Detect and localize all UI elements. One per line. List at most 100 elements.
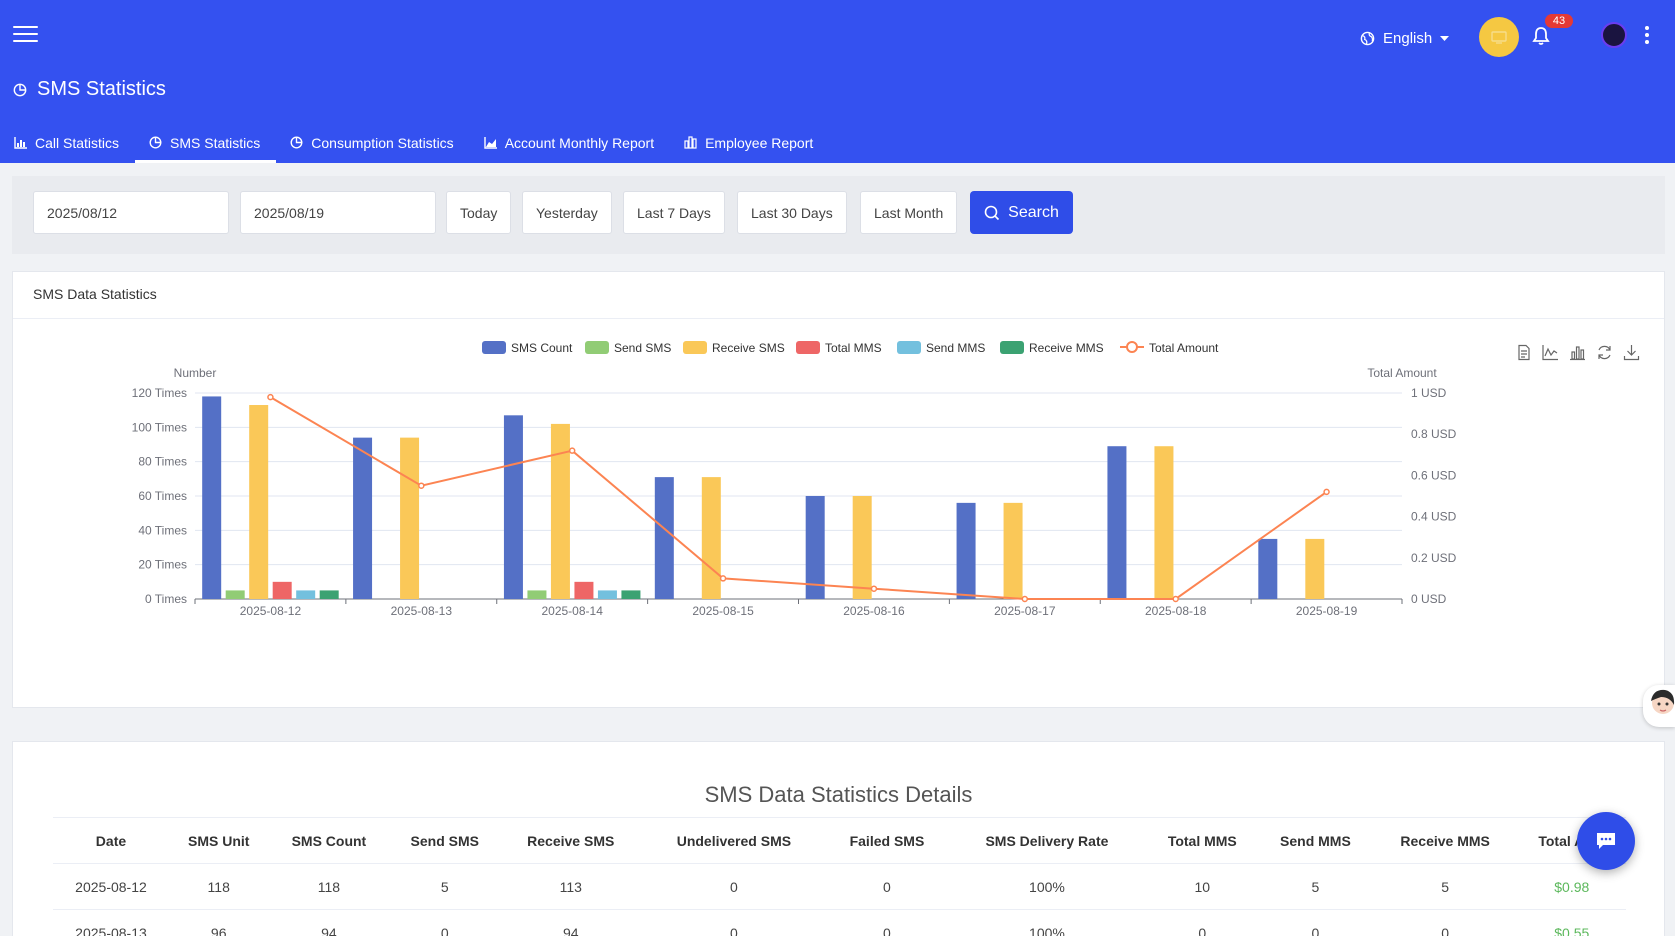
bar-send-sms [527, 590, 547, 599]
legend-swatch [897, 341, 921, 354]
y-axis-label: Number [174, 366, 217, 380]
account-avatar[interactable] [1601, 22, 1627, 48]
point-total-amount [418, 482, 425, 489]
refresh-icon[interactable] [1596, 344, 1613, 361]
bell-icon[interactable] [1532, 26, 1550, 46]
line-chart-icon[interactable] [1542, 344, 1559, 361]
chat-button[interactable] [1577, 812, 1635, 870]
column-chart-icon [684, 136, 697, 149]
bar-receive-sms [1003, 502, 1023, 599]
column-header: Failed SMS [826, 817, 948, 864]
y-tick-label: 80 Times [138, 455, 187, 469]
y2-tick-label: 1 USD [1411, 386, 1447, 400]
table-cell: 0 [826, 863, 948, 910]
point-total-amount [1172, 595, 1179, 603]
table-row: 2025-08-13 96 94 0 94 0 0 100% 0 0 0 $0.55 [53, 909, 1626, 936]
chat-bubble-icon [1597, 833, 1615, 849]
report-tabs: Call Statistics SMS Statistics Consumpti… [0, 122, 829, 163]
sms-chart-card: SMS Data Statistics 0 Times 20 Times 40 Ti… [12, 271, 1665, 708]
table-cell: 0 [1146, 909, 1259, 936]
tab-employee-report[interactable]: Employee Report [670, 122, 829, 163]
bar-receive-sms [701, 477, 721, 599]
bar-receive-sms [400, 437, 420, 599]
bar-sms-count [202, 396, 222, 599]
table-cell: 5 [1372, 863, 1518, 910]
x-tick-label: 2025-08-18 [1145, 604, 1207, 618]
table-header-row: Date SMS Unit SMS Count Send SMS Receive SMS… [53, 817, 1626, 864]
search-button[interactable]: Search [970, 191, 1073, 234]
bar-sms-count [805, 496, 825, 599]
point-total-amount [1323, 488, 1330, 496]
legend-label: Receive MMS [1029, 341, 1104, 355]
yesterday-button[interactable]: Yesterday [522, 191, 612, 234]
last-30-days-button[interactable]: Last 30 Days [737, 191, 847, 234]
page-title-area: SMS Statistics [13, 78, 166, 101]
y2-tick-label: 0.6 USD [1411, 468, 1457, 482]
screen-icon [1491, 30, 1507, 44]
legend-label: Receive SMS [712, 341, 785, 355]
table-cell: 0 [826, 909, 948, 936]
tab-label: Employee Report [705, 134, 814, 151]
x-tick-label: 2025-08-12 [240, 604, 302, 618]
more-options-icon[interactable] [1645, 26, 1649, 47]
today-button[interactable]: Today [446, 191, 512, 234]
language-selector[interactable]: English [1360, 30, 1450, 47]
column-header: Total MMS [1146, 817, 1259, 864]
y2-tick-label: 0.2 USD [1411, 551, 1457, 565]
legend-swatch [1126, 341, 1138, 353]
y-tick-label: 40 Times [138, 523, 187, 537]
download-icon[interactable] [1623, 344, 1640, 361]
data-view-icon[interactable] [1515, 344, 1532, 361]
tab-label: Consumption Statistics [311, 134, 454, 151]
column-header: Send MMS [1258, 817, 1373, 864]
search-label: Search [1008, 203, 1059, 221]
assistant-avatar[interactable] [1643, 685, 1675, 727]
table-row: 2025-08-12 118 118 5 113 0 0 100% 10 5 5 $0.98 [53, 863, 1626, 910]
start-date-input[interactable] [33, 191, 229, 234]
y2-tick-label: 0 USD [1411, 592, 1447, 606]
details-card: SMS Data Statistics Details Date SMS Unit… [12, 741, 1665, 936]
table-cell: 100% [947, 863, 1147, 910]
column-header: SMS Delivery Rate [947, 817, 1147, 864]
table-cell: 100% [947, 909, 1147, 936]
column-header: SMS Unit [168, 817, 269, 864]
end-date-input[interactable] [240, 191, 436, 234]
tab-account-monthly-report[interactable]: Account Monthly Report [470, 122, 670, 163]
user-avatar[interactable] [1479, 17, 1519, 57]
area-chart-icon [483, 136, 497, 149]
table-cell: 2025-08-13 [53, 909, 169, 936]
table-body: 2025-08-12 118 118 5 113 0 0 100% 10 5 5 $0.98 2025-… [53, 863, 1626, 936]
menu-icon[interactable] [13, 26, 38, 44]
table-cell: 96 [168, 909, 269, 936]
bar-sms-count [956, 502, 976, 599]
tab-consumption-statistics[interactable]: Consumption Statistics [276, 122, 469, 163]
table-cell: $0.98 [1517, 863, 1626, 910]
x-tick-label: 2025-08-13 [391, 604, 453, 618]
tab-sms-statistics[interactable]: SMS Statistics [135, 122, 277, 163]
tab-call-statistics[interactable]: Call Statistics [0, 122, 135, 163]
legend-swatch [1000, 341, 1024, 354]
language-label: English [1383, 30, 1433, 47]
bar-chart-icon[interactable] [1569, 344, 1586, 361]
bar-receive-mms [621, 590, 641, 599]
table-cell: 94 [500, 909, 642, 936]
bar-send-mms [597, 590, 617, 599]
point-total-amount [267, 393, 274, 401]
point-total-amount [1021, 595, 1029, 603]
point-total-amount [719, 575, 727, 582]
table-cell: 2025-08-12 [53, 863, 169, 910]
legend-label: Total MMS [825, 341, 882, 355]
bar-send-mms [296, 590, 316, 599]
x-tick-label: 2025-08-16 [843, 604, 905, 618]
top-header: SMS Statistics English 43 Call Statistic… [0, 0, 1675, 163]
last-7-days-button[interactable]: Last 7 Days [623, 191, 725, 234]
legend-swatch [482, 341, 506, 354]
pie-chart-icon [13, 83, 27, 96]
point-total-amount [870, 585, 878, 592]
column-header: Date [53, 817, 169, 864]
bar-receive-sms [249, 405, 269, 599]
bar-receive-sms [852, 496, 872, 599]
page-title: SMS Statistics [37, 78, 166, 100]
column-header: Undelivered SMS [641, 817, 827, 864]
last-month-button[interactable]: Last Month [860, 191, 958, 234]
